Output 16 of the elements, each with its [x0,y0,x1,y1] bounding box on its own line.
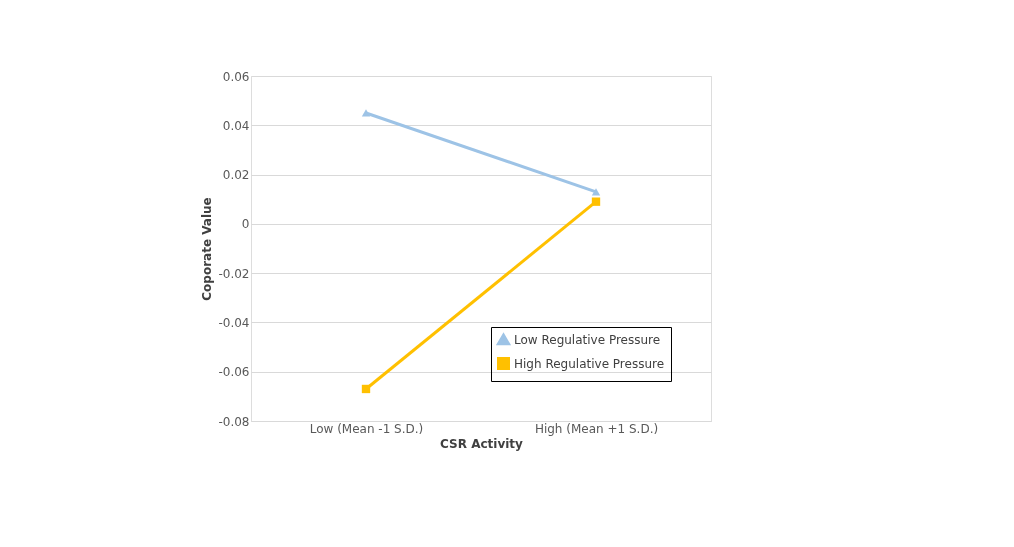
y-tick-label: -0.08 [218,414,250,429]
y-tick-label: 0.06 [222,69,250,84]
x-axis-title: CSR Activity [440,436,524,451]
point [361,384,371,394]
y-tick-label: 0 [241,217,250,232]
y-axis-title: Coporate Value [200,197,215,301]
x-tick-label: Low (Mean -1 S.D.) [309,421,424,436]
y-tick-label: -0.02 [218,266,250,281]
point [591,197,601,206]
y-tick-label: -0.06 [218,365,250,380]
legend-label: Low Regulative Pressure [514,332,661,347]
y-tick-label: 0.02 [222,168,250,183]
y-tick-label: -0.04 [218,315,250,330]
legend-label: High Regulative Pressure [514,356,665,371]
y-tick-label: 0.04 [222,118,250,133]
x-tick-label: High (Mean +1 S.D.) [534,421,659,436]
